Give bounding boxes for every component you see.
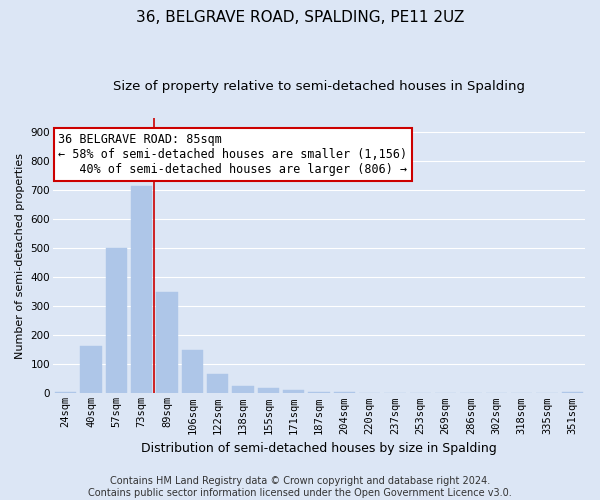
Bar: [232, 386, 254, 394]
Bar: [511, 393, 532, 394]
Y-axis label: Number of semi-detached properties: Number of semi-detached properties: [15, 152, 25, 358]
Bar: [182, 350, 203, 394]
Bar: [562, 392, 583, 394]
Bar: [55, 392, 76, 394]
Bar: [131, 186, 152, 394]
Bar: [257, 388, 279, 394]
Bar: [207, 374, 229, 394]
Bar: [283, 390, 304, 394]
Bar: [156, 292, 178, 394]
Text: 36 BELGRAVE ROAD: 85sqm
← 58% of semi-detached houses are smaller (1,156)
   40%: 36 BELGRAVE ROAD: 85sqm ← 58% of semi-de…: [58, 133, 407, 176]
Bar: [384, 392, 406, 394]
Title: Size of property relative to semi-detached houses in Spalding: Size of property relative to semi-detach…: [113, 80, 525, 93]
Bar: [460, 393, 482, 394]
Bar: [106, 248, 127, 394]
Bar: [536, 393, 558, 394]
X-axis label: Distribution of semi-detached houses by size in Spalding: Distribution of semi-detached houses by …: [141, 442, 497, 455]
Bar: [80, 346, 102, 394]
Bar: [485, 393, 507, 394]
Bar: [435, 393, 457, 394]
Bar: [334, 392, 355, 394]
Bar: [410, 393, 431, 394]
Bar: [359, 392, 380, 394]
Text: 36, BELGRAVE ROAD, SPALDING, PE11 2UZ: 36, BELGRAVE ROAD, SPALDING, PE11 2UZ: [136, 10, 464, 25]
Text: Contains HM Land Registry data © Crown copyright and database right 2024.
Contai: Contains HM Land Registry data © Crown c…: [88, 476, 512, 498]
Bar: [308, 392, 330, 394]
